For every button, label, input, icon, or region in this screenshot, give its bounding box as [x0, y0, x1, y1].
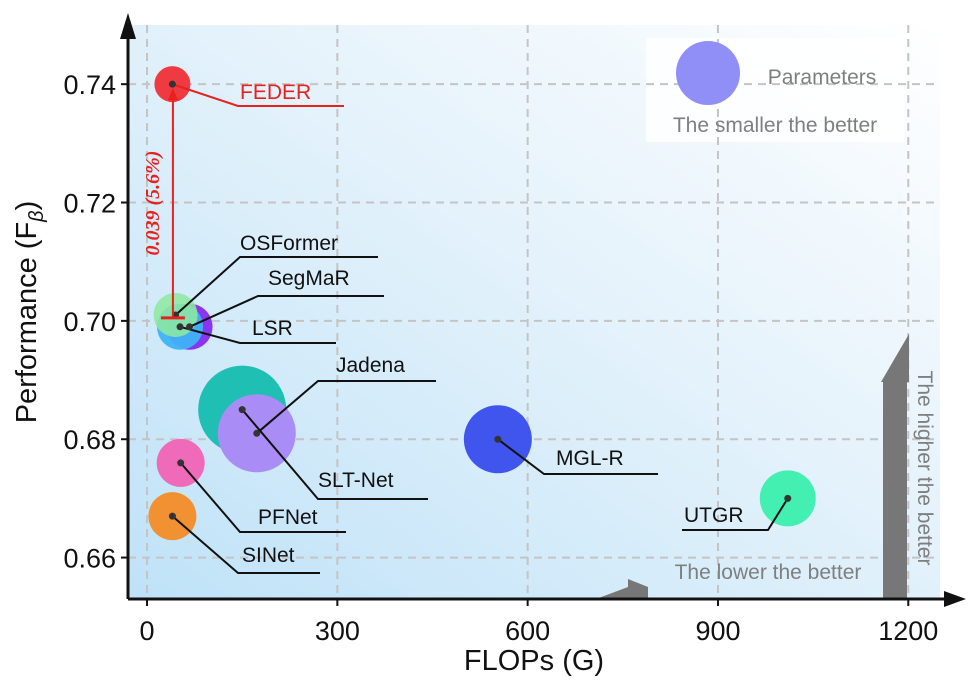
label-utgr: UTGR	[684, 504, 744, 527]
y-axis-title-subscript: β	[26, 210, 48, 222]
higher-better-bar	[883, 380, 907, 599]
center-dot-segmar	[186, 323, 194, 331]
label-slt-net: SLT-Net	[318, 469, 394, 492]
label-jadena: Jadena	[336, 354, 405, 377]
center-dot-mgl-r	[494, 435, 502, 443]
grid	[128, 25, 940, 599]
y-axis-arrowhead	[120, 13, 136, 39]
legend-label: Parameters	[768, 66, 877, 89]
legend-note: The smaller the better	[673, 114, 877, 137]
leader-mgl-r	[497, 438, 658, 475]
label-sinet: SINet	[242, 544, 295, 567]
center-dot-pfnet	[177, 459, 185, 467]
leader-lsr	[179, 325, 336, 344]
label-feder: FEDER	[240, 81, 311, 104]
label-lsr: LSR	[252, 317, 293, 340]
y-tick-label-1: 0.68	[63, 425, 116, 455]
x-tick-label-0: 0	[140, 616, 155, 646]
axes	[120, 13, 966, 607]
center-dot-utgr	[784, 494, 792, 502]
y-axis-title-main: Performance (F	[11, 222, 43, 423]
leader-utgr	[682, 497, 789, 531]
y-tick-label-0: 0.66	[63, 544, 116, 574]
x-tick-label-1: 300	[315, 616, 360, 646]
x-tick-label-3: 900	[695, 616, 740, 646]
y-tick-label-3: 0.72	[63, 189, 116, 219]
center-dot-slt-net	[238, 406, 246, 414]
higher-better-arrowhead	[881, 334, 909, 382]
center-dot-jadena	[253, 429, 261, 437]
direction-hints: The lower the better The higher the bette…	[596, 334, 936, 599]
label-osformer: OSFormer	[240, 232, 338, 255]
lower-better-arrow	[596, 579, 648, 599]
leader-feder	[172, 83, 344, 107]
y-axis-title: Performance (Fβ)	[11, 201, 48, 424]
leader-osformer	[174, 256, 378, 316]
improvement-label: 0.039 (5.6%)	[142, 151, 164, 256]
bubble-centers	[168, 80, 792, 520]
center-dot-sinet	[168, 512, 176, 520]
x-axis-arrowhead	[944, 591, 966, 607]
y-tick-label-4: 0.74	[63, 70, 116, 100]
center-dot-lsr	[176, 323, 184, 331]
ticks: 0 300 600 900 1200 0.66 0.68 0.70 0.72 0.74	[63, 70, 938, 646]
point-labels: SLT-Net Jadena MGL-R UTGR PFNet SINet SegMaR LS…	[240, 81, 744, 567]
leader-slt-net	[241, 408, 428, 500]
improvement-arrowhead	[167, 88, 178, 101]
label-segmar: SegMaR	[268, 267, 350, 290]
x-direction-hint: The lower the better	[675, 561, 862, 584]
x-tick-label-4: 1200	[878, 616, 938, 646]
leader-segmar	[189, 295, 384, 328]
center-dot-feder	[168, 80, 176, 88]
y-axis-title-close: )	[11, 201, 43, 211]
leader-sinet	[171, 515, 320, 574]
label-mgl-r: MGL-R	[556, 447, 624, 470]
label-leaders	[171, 83, 789, 574]
leader-pfnet	[179, 462, 346, 533]
feder-highlight: 0.039 (5.6%)	[142, 88, 185, 320]
y-direction-hint: The higher the better	[913, 371, 936, 566]
x-tick-label-2: 600	[505, 616, 550, 646]
legend-bubble	[676, 41, 740, 105]
leader-jadena	[256, 380, 436, 435]
x-axis-title: FLOPs (G)	[464, 645, 604, 677]
label-pfnet: PFNet	[258, 506, 318, 529]
legend: Parameters The smaller the better	[673, 41, 877, 137]
y-tick-label-2: 0.70	[63, 307, 116, 337]
